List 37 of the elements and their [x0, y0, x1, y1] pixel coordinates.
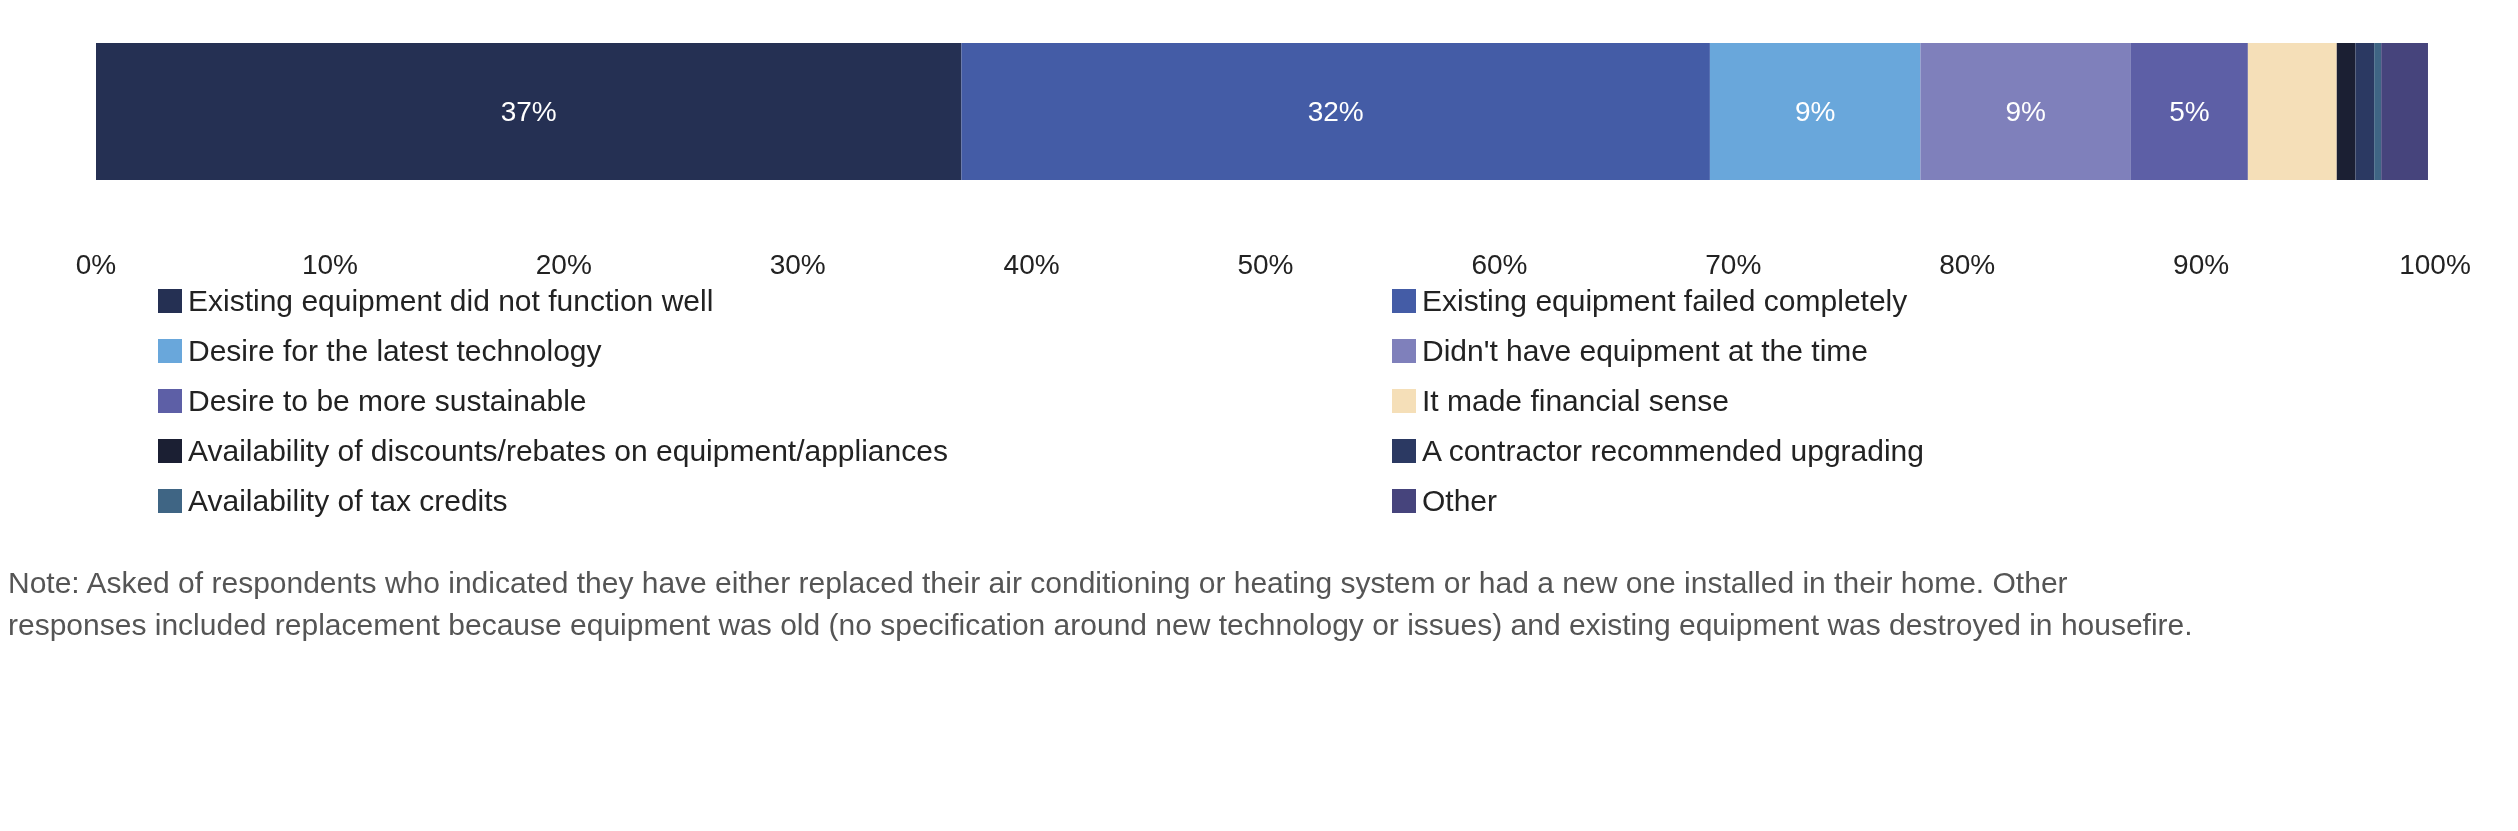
- legend-label: Desire to be more sustainable: [188, 384, 587, 418]
- x-tick-label: 70%: [1705, 248, 1762, 280]
- bar: [2381, 43, 2428, 180]
- bar: [1709, 43, 1921, 180]
- data-label: 9%: [1794, 96, 1836, 127]
- legend-label: Existing equipment failed completely: [1422, 284, 1908, 318]
- bar: [2355, 43, 2375, 180]
- legend-label: Desire for the latest technology: [188, 334, 602, 368]
- bar: [2130, 43, 2248, 180]
- x-tick-label: 40%: [1003, 248, 1060, 280]
- x-tick-label: 60%: [1471, 248, 1528, 280]
- x-tick-label: 30%: [769, 248, 826, 280]
- bar: [2374, 43, 2382, 180]
- x-tick-label: 50%: [1237, 248, 1294, 280]
- legend-label: Other: [1422, 484, 1498, 518]
- x-tick-label: 80%: [1939, 248, 1996, 280]
- legend-label: Availability of tax credits: [188, 484, 508, 518]
- data-label: 32%: [1307, 96, 1364, 127]
- x-tick-label: 90%: [2173, 248, 2230, 280]
- x-tick-label: 20%: [535, 248, 592, 280]
- x-tick-label: 10%: [301, 248, 358, 280]
- x-tick-label: 100%: [2399, 248, 2471, 280]
- legend-label: A contractor recommended upgrading: [1422, 434, 1924, 468]
- x-tick-label: 0%: [75, 248, 117, 280]
- legend-label: Didn't have equipment at the time: [1422, 334, 1868, 368]
- data-label: 5%: [2169, 96, 2210, 127]
- bar: [2336, 43, 2356, 180]
- bar: [2247, 43, 2337, 180]
- data-label: 9%: [2005, 96, 2046, 127]
- legend-label: It made financial sense: [1422, 384, 1729, 418]
- legend-label: Availability of discounts/rebates on equipment/appliances: [188, 434, 948, 468]
- bar: [961, 43, 1710, 180]
- data-label: 37%: [500, 96, 557, 127]
- legend-label: Existing equipment did not function well: [188, 284, 714, 318]
- text: Note: Asked of respondents who indicated they have either replaced their air conditioning or heating system or had a new one installed in their home. Other responses included replacement because equipment was old (no specification around new technology or issues) and existing equipment was destroyed in housefire.: [8, 565, 2194, 643]
- bar: [96, 43, 962, 180]
- bar: [1920, 43, 2131, 180]
